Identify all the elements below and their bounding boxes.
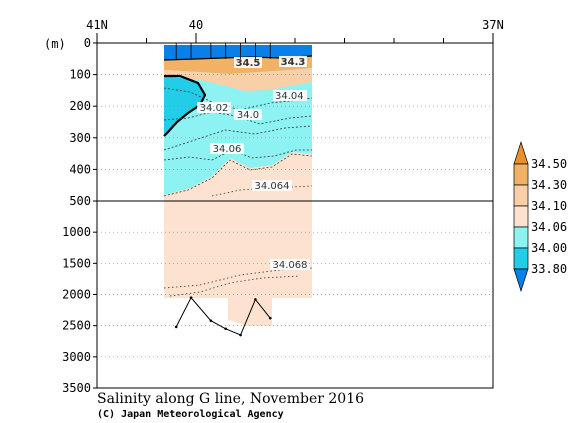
- bottom-topography: [174, 296, 272, 337]
- contour-label-bg: [273, 90, 307, 101]
- colorbar-label: 34.10: [531, 199, 567, 213]
- y-tick-label: 0: [84, 36, 91, 50]
- colorbar-bottom-cap: [513, 268, 529, 293]
- contour-label: 34.0: [237, 110, 259, 121]
- y-tick-label: 2000: [62, 288, 91, 302]
- y-tick-label: 500: [69, 194, 91, 208]
- x-tick-label: 41N: [86, 18, 108, 32]
- bottom-point: [174, 325, 178, 329]
- contour-label: 34.02: [200, 103, 229, 114]
- colorbar-segment: [513, 184, 529, 207]
- x-tick-label: 37N: [482, 18, 504, 32]
- y-unit-label: (m): [44, 37, 66, 51]
- colorbar-label: 34.30: [531, 178, 567, 192]
- y-tick-label: 400: [69, 162, 91, 176]
- contour-label-bg: [270, 259, 310, 270]
- chart-title: Salinity along G line, November 2016: [97, 391, 364, 407]
- x-tick-label: 40: [189, 18, 203, 32]
- contour-label-bg: [210, 143, 244, 154]
- bottom-point: [209, 319, 213, 322]
- contour-label: 34.06: [213, 144, 242, 155]
- bright-cyan-core: [164, 76, 205, 136]
- contour-label: 34.3: [281, 57, 306, 68]
- left-axis: 0 100 200 300 400 500 1000 1500 2000 2500 3000 3500: [62, 36, 97, 395]
- bottom-point: [224, 327, 227, 331]
- contour-label: 34.068: [273, 260, 308, 271]
- colorbar-label: 33.80: [531, 262, 567, 276]
- credit-line: (C) Japan Meteorological Agency: [97, 408, 284, 420]
- bottom-point: [268, 316, 272, 320]
- station-markers: [175, 43, 271, 59]
- subsurface-peach-layer: [164, 68, 312, 91]
- y-tick-label: 3500: [62, 381, 91, 395]
- contour-labels: 34.04 34.02 34.0 34.06 34.064 34.068 34.5 34.3: [197, 56, 310, 271]
- colorbar-segment: [513, 247, 529, 270]
- colorbar-segment: [513, 226, 529, 249]
- contour-label-bg: [234, 109, 262, 120]
- contour-label: 34.064: [255, 181, 290, 192]
- y-tick-label: 1000: [62, 225, 91, 239]
- contour-line: [163, 125, 313, 151]
- colorbar-label: 34.00: [531, 241, 567, 255]
- y-tick-label: 1500: [62, 256, 91, 270]
- colorbar-label: 34.50: [531, 157, 567, 171]
- y-tick-label: 3000: [62, 350, 91, 364]
- colorbar: 34.50 34.30 34.10 34.06 34.00 33.80: [513, 140, 567, 293]
- colorbar-top-cap: [513, 140, 529, 165]
- y-tick-label: 300: [69, 131, 91, 145]
- colorbar-label: 34.06: [531, 220, 567, 234]
- surface-blue-layer: [164, 45, 312, 60]
- y-tick-label: 100: [69, 68, 91, 82]
- contour-label: 34.04: [275, 91, 304, 102]
- y-tick-label: 2500: [62, 319, 91, 333]
- y-tick-label: 200: [69, 99, 91, 113]
- colorbar-segment: [513, 163, 529, 186]
- bottom-point: [189, 296, 193, 299]
- contour-label: 34.5: [236, 58, 261, 69]
- contour-line: [163, 153, 313, 197]
- bottom-point: [254, 298, 257, 301]
- colorbar-segment: [513, 205, 529, 228]
- bottom-point: [239, 333, 242, 337]
- top-axis: 41N 40 37N: [86, 18, 504, 43]
- contour-label-bg: [252, 180, 292, 191]
- contour-line: [169, 275, 301, 297]
- contour-label-bg: [279, 56, 307, 67]
- contour-label-bg: [234, 57, 262, 68]
- contour-label-bg: [197, 102, 231, 113]
